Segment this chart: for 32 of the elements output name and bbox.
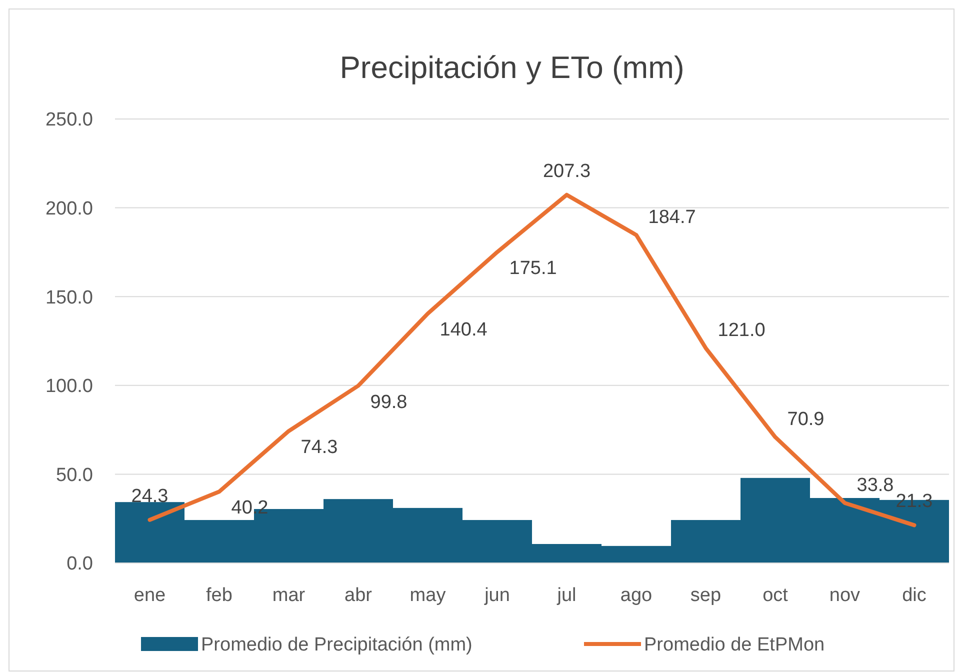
data-label: 70.9 [787, 409, 824, 430]
data-label: 33.8 [856, 474, 894, 496]
x-tick-label: oct [762, 585, 789, 606]
x-tick-label: may [410, 585, 446, 606]
data-label: 140.4 [440, 320, 488, 341]
y-tick-label: 0.0 [66, 554, 93, 575]
data-label: 184.7 [648, 206, 696, 228]
x-tick-label: jun [484, 585, 510, 606]
data-label: 121.0 [718, 320, 766, 342]
legend-label: Promedio de Precipitación (mm) [201, 634, 472, 656]
y-tick-label: 100.0 [45, 376, 93, 398]
y-tick-label: 200.0 [45, 198, 93, 220]
y-tick-label: 150.0 [45, 287, 93, 308]
data-label: 99.8 [370, 392, 408, 413]
x-tick-label: sep [690, 585, 722, 606]
data-label: 207.3 [542, 160, 591, 182]
x-tick-label: abr [344, 585, 373, 606]
y-tick-label: 250.0 [45, 110, 93, 131]
x-tick-label: jul [556, 585, 576, 606]
data-label: 24.3 [131, 486, 168, 507]
chart-title: Precipitación y ETo (mm) [340, 50, 684, 85]
x-tick-label: mar [272, 585, 306, 606]
y-tick-label: 50.0 [56, 464, 93, 486]
data-label: 74.3 [300, 437, 338, 458]
x-tick-label: ene [134, 585, 166, 606]
data-label: 175.1 [509, 258, 557, 280]
x-tick-label: feb [206, 585, 232, 606]
x-tick-label: ago [620, 585, 652, 606]
legend-label: Promedio de EtPMon [644, 634, 825, 656]
data-label: 40.2 [231, 498, 268, 519]
x-tick-label: nov [829, 585, 861, 606]
x-tick-label: dic [902, 585, 926, 606]
